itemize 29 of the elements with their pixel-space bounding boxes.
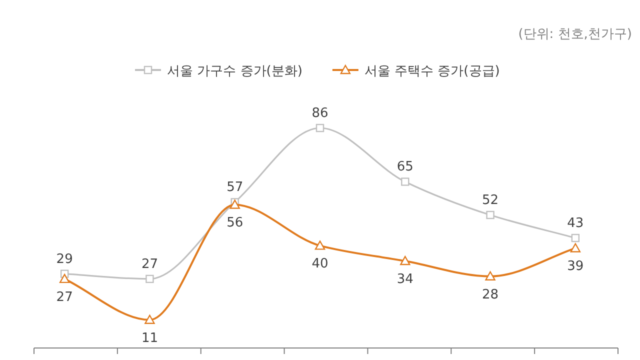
data-label: 56	[226, 216, 244, 231]
point	[570, 243, 581, 252]
data-label: 27	[141, 256, 158, 272]
data-label: 65	[396, 160, 414, 175]
point	[316, 124, 324, 132]
point	[571, 234, 580, 242]
point	[144, 314, 155, 324]
data-label: 11	[141, 330, 158, 346]
data-label: 57	[226, 180, 244, 196]
data-label: 34	[396, 272, 414, 288]
data-label: 39	[567, 259, 584, 274]
data-label: 52	[482, 192, 499, 208]
data-label: 43	[567, 216, 584, 231]
point	[485, 271, 496, 280]
data-label: 28	[482, 287, 499, 302]
data-label: 29	[56, 252, 73, 267]
point	[314, 240, 326, 250]
point	[401, 178, 410, 186]
legend-label: 서울 가구수 증가(분화)	[167, 64, 302, 79]
data-label: 86	[312, 106, 328, 121]
text: (단위: 천호,천가구)	[518, 27, 632, 42]
point	[230, 200, 240, 209]
point	[59, 274, 70, 284]
data-label: 40	[312, 256, 328, 272]
legend-label: 서울 주택수 증가(공급)	[364, 64, 500, 79]
point	[486, 210, 494, 220]
point	[146, 274, 154, 284]
point	[400, 256, 410, 266]
data-label: 27	[56, 290, 73, 305]
